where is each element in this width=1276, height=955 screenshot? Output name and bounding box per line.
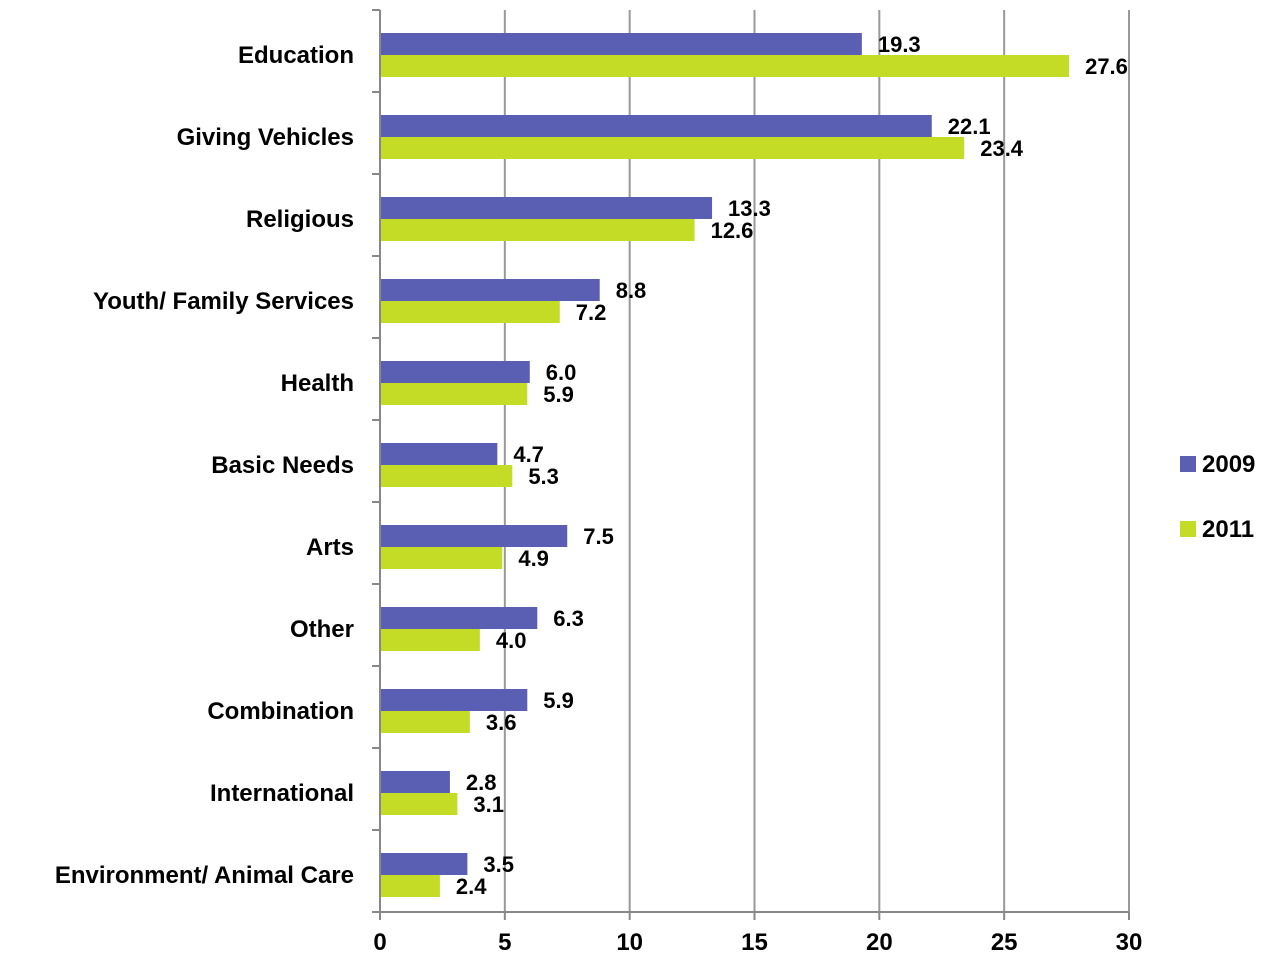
bar-2011-5 xyxy=(380,465,513,487)
data-label: 12.6 xyxy=(711,218,754,243)
bar-layer xyxy=(380,33,1070,897)
data-label: 5.3 xyxy=(528,464,559,489)
category-label: Giving Vehicles xyxy=(177,124,354,151)
bar-2009-3 xyxy=(380,279,600,301)
legend-label: 2009 xyxy=(1202,451,1255,478)
bar-2009-4 xyxy=(380,361,530,383)
bar-2011-8 xyxy=(380,711,470,733)
legend: 2009 2011 xyxy=(1180,451,1255,543)
category-label: International xyxy=(210,780,354,807)
bar-2011-2 xyxy=(380,219,695,241)
data-label: 22.1 xyxy=(948,114,991,139)
bar-2009-1 xyxy=(380,115,932,137)
category-label: Combination xyxy=(207,698,354,725)
category-label: Environment/ Animal Care xyxy=(55,862,354,889)
data-label: 6.3 xyxy=(553,606,584,631)
data-label: 6.0 xyxy=(546,360,577,385)
data-label: 27.6 xyxy=(1085,54,1128,79)
bar-2009-2 xyxy=(380,197,713,219)
bar-2009-5 xyxy=(380,443,498,465)
category-label: Youth/ Family Services xyxy=(93,288,354,315)
data-label: 5.9 xyxy=(543,688,574,713)
category-label: Other xyxy=(290,616,354,643)
grid-layer xyxy=(503,10,1130,912)
data-label: 3.6 xyxy=(486,710,517,735)
data-label: 23.4 xyxy=(980,136,1024,161)
data-label: 2.4 xyxy=(456,874,487,899)
data-label: 4.9 xyxy=(518,546,549,571)
label-layer: 19.3 27.6 Education 22.123.4 Giving Vehicles… xyxy=(55,32,1143,955)
bar-2011-9 xyxy=(380,793,458,815)
data-label: 3.1 xyxy=(473,792,504,817)
x-tick-label: 10 xyxy=(616,929,643,955)
axis-layer xyxy=(372,9,1130,920)
bar-2009-9 xyxy=(380,771,450,793)
data-label: 4.0 xyxy=(496,628,527,653)
bar-2011-6 xyxy=(380,547,503,569)
bar-2011-1 xyxy=(380,137,965,159)
legend-swatch-2011 xyxy=(1180,521,1196,537)
bar-2009-0 xyxy=(380,33,862,55)
data-label: 4.7 xyxy=(513,442,544,467)
x-tick-label: 5 xyxy=(498,929,511,955)
data-label: 13.3 xyxy=(728,196,771,221)
bar-2011-0 xyxy=(380,55,1070,77)
data-label: 7.2 xyxy=(576,300,607,325)
x-tick-label: 0 xyxy=(373,929,386,955)
category-label: Education xyxy=(238,42,354,69)
data-label: 8.8 xyxy=(616,278,647,303)
x-tick-label: 25 xyxy=(991,929,1018,955)
bar-2011-7 xyxy=(380,629,480,651)
data-label: 7.5 xyxy=(583,524,614,549)
legend-label: 2011 xyxy=(1202,516,1254,543)
bar-2009-6 xyxy=(380,525,568,547)
category-label: Health xyxy=(281,370,354,397)
category-label: Religious xyxy=(246,206,354,233)
bar-2009-7 xyxy=(380,607,538,629)
bar-2011-4 xyxy=(380,383,528,405)
data-label: 5.9 xyxy=(543,382,574,407)
bar-2009-10 xyxy=(380,853,468,875)
category-label: Basic Needs xyxy=(211,452,354,479)
data-label: 2.8 xyxy=(466,770,497,795)
data-label: 19.3 xyxy=(878,32,921,57)
bar-2011-3 xyxy=(380,301,560,323)
x-tick-label: 15 xyxy=(741,929,768,955)
data-label: 3.5 xyxy=(483,852,514,877)
category-label: Arts xyxy=(306,534,354,561)
legend-swatch-2009 xyxy=(1180,456,1196,472)
bar-2011-10 xyxy=(380,875,440,897)
x-tick-label: 20 xyxy=(866,929,893,955)
bar-2009-8 xyxy=(380,689,528,711)
x-tick-label: 30 xyxy=(1116,929,1143,955)
